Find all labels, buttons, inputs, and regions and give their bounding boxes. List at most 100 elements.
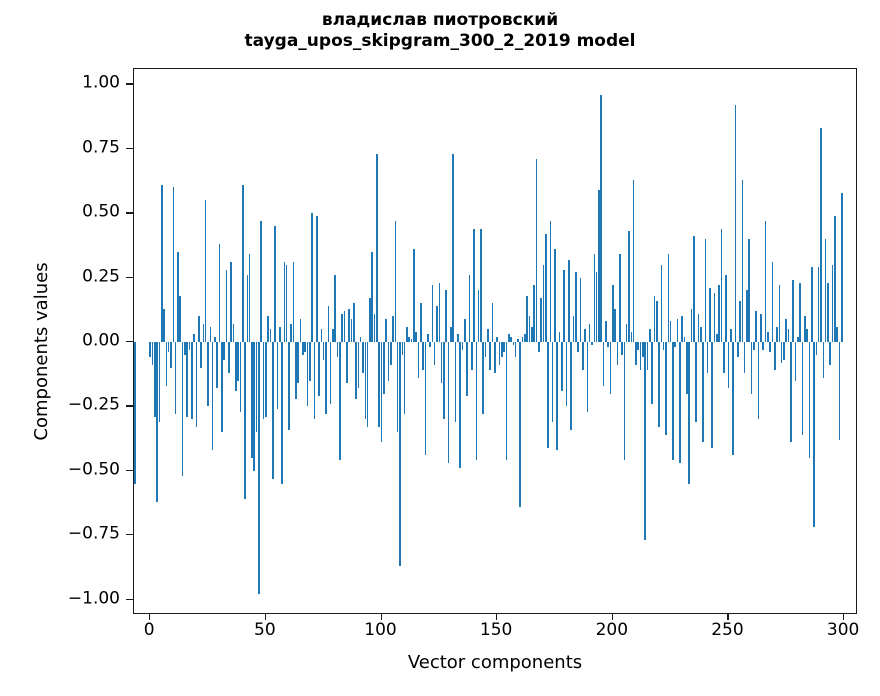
- bar: [535, 159, 538, 342]
- bar: [197, 316, 200, 342]
- x-tick-label: 200: [595, 620, 629, 640]
- bar: [498, 342, 501, 366]
- bar: [304, 342, 306, 353]
- bar: [572, 316, 575, 342]
- bar: [230, 262, 232, 342]
- bar: [787, 329, 790, 342]
- bar: [531, 326, 533, 342]
- bar: [801, 342, 804, 435]
- bar: [260, 220, 262, 342]
- bar: [743, 342, 746, 373]
- bar: [311, 213, 313, 342]
- bar: [799, 282, 801, 342]
- bar: [491, 303, 494, 342]
- bar: [706, 342, 709, 373]
- bar: [274, 226, 276, 342]
- y-tick-mark: [126, 212, 133, 214]
- bar: [285, 264, 288, 342]
- bar: [623, 342, 626, 461]
- bar: [191, 342, 193, 420]
- bar: [667, 254, 670, 342]
- bar: [408, 336, 411, 342]
- x-tick-mark: [149, 613, 151, 620]
- bar: [276, 342, 279, 409]
- bar: [258, 342, 260, 595]
- bar: [211, 342, 214, 451]
- plot-area: [133, 68, 857, 614]
- bar: [315, 215, 318, 342]
- bar: [424, 342, 427, 456]
- bar: [396, 342, 399, 433]
- bar: [725, 275, 727, 342]
- bar: [669, 321, 672, 342]
- bar: [593, 254, 596, 342]
- bar: [699, 326, 702, 342]
- bar: [443, 342, 445, 420]
- bar: [829, 342, 832, 366]
- bar: [616, 342, 619, 366]
- x-tick-mark: [380, 613, 382, 620]
- bar: [376, 153, 378, 342]
- y-tick-label: −0.50: [67, 459, 120, 480]
- bar: [662, 342, 665, 350]
- bar: [297, 342, 300, 384]
- bar: [565, 342, 568, 407]
- chart-title: владислав пиотровский tayga_upos_skipgra…: [0, 10, 880, 52]
- bar: [838, 342, 841, 440]
- bar: [237, 342, 239, 381]
- bar: [602, 342, 605, 386]
- bar: [764, 220, 767, 342]
- bar: [158, 342, 161, 422]
- bar: [822, 342, 825, 379]
- bar: [251, 342, 253, 458]
- bar: [558, 331, 561, 342]
- bar: [246, 275, 249, 342]
- bar: [697, 313, 700, 342]
- bar: [644, 342, 646, 541]
- bar: [716, 334, 718, 342]
- bar: [200, 342, 202, 368]
- bar: [415, 331, 417, 342]
- bar: [290, 323, 293, 342]
- y-tick-mark: [126, 341, 133, 343]
- bar: [549, 220, 552, 342]
- bar: [156, 342, 158, 502]
- bar: [221, 342, 223, 433]
- bar: [817, 267, 820, 342]
- y-tick-label: 1.00: [82, 72, 120, 93]
- bar: [313, 342, 316, 420]
- bar: [433, 342, 436, 366]
- bar: [810, 267, 813, 342]
- bar: [732, 342, 734, 456]
- bar: [575, 272, 577, 342]
- bar: [399, 342, 401, 567]
- bar: [556, 342, 559, 451]
- bar: [658, 342, 660, 427]
- y-tick-label: −1.00: [67, 588, 120, 609]
- bar: [757, 342, 760, 420]
- bar: [385, 318, 387, 342]
- bar: [655, 300, 658, 342]
- bar: [466, 342, 468, 397]
- bar: [776, 326, 778, 342]
- chart-title-line-1: владислав пиотровский: [321, 10, 559, 30]
- bar: [207, 342, 209, 407]
- bar: [232, 323, 235, 342]
- bar: [612, 285, 614, 342]
- bar: [692, 236, 695, 342]
- bar: [170, 342, 172, 368]
- bar: [783, 342, 785, 361]
- bar: [584, 329, 586, 342]
- bar: [438, 282, 441, 342]
- bar: [299, 318, 302, 342]
- y-tick-mark: [126, 534, 133, 536]
- bar: [193, 334, 195, 342]
- x-tick-mark: [496, 613, 498, 620]
- bar: [452, 153, 454, 342]
- bar: [457, 334, 459, 342]
- bar: [533, 285, 535, 342]
- bar: [630, 331, 633, 342]
- bar: [651, 342, 653, 404]
- bar: [329, 342, 332, 404]
- bar: [269, 329, 272, 342]
